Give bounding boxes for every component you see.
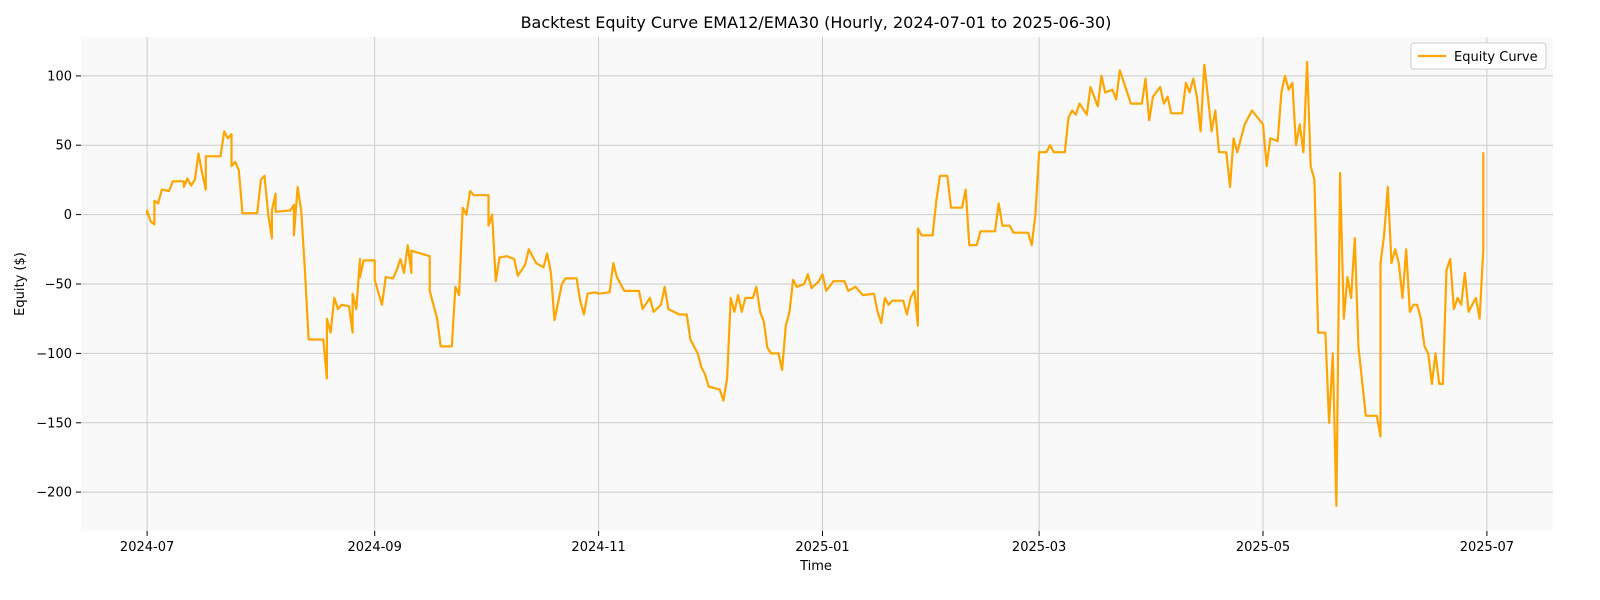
x-tick-label: 2025-03	[1012, 540, 1066, 555]
y-tick-label: −150	[36, 416, 72, 431]
y-tick-label: −50	[45, 278, 72, 293]
legend: Equity Curve	[1410, 42, 1547, 70]
x-tick-label: 2025-07	[1460, 540, 1514, 555]
y-axis-label: Equity ($)	[13, 252, 28, 316]
legend-label-equity-curve: Equity Curve	[1454, 50, 1538, 65]
x-axis: 2024-07 2024-09 2024-11 2025-01 2025-03 2025-…	[120, 531, 1514, 555]
x-axis-label: Time	[799, 559, 832, 574]
y-axis: 100 50 0 −50 −100 −150 −200	[36, 69, 81, 501]
y-tick-label: −200	[36, 486, 72, 501]
x-tick-label: 2024-07	[120, 540, 174, 555]
legend-box	[1410, 42, 1547, 70]
y-tick-label: 0	[64, 208, 72, 223]
y-tick-label: 100	[47, 69, 72, 84]
chart-title: Backtest Equity Curve EMA12/EMA30 (Hourl…	[521, 13, 1112, 32]
x-tick-label: 2024-11	[571, 540, 625, 555]
y-tick-label: 50	[55, 139, 72, 154]
x-tick-label: 2024-09	[348, 540, 402, 555]
y-tick-label: −100	[36, 347, 72, 362]
series-line-equity-curve	[146, 60, 1485, 508]
x-tick-label: 2025-01	[795, 540, 849, 555]
x-tick-label: 2025-05	[1236, 540, 1290, 555]
